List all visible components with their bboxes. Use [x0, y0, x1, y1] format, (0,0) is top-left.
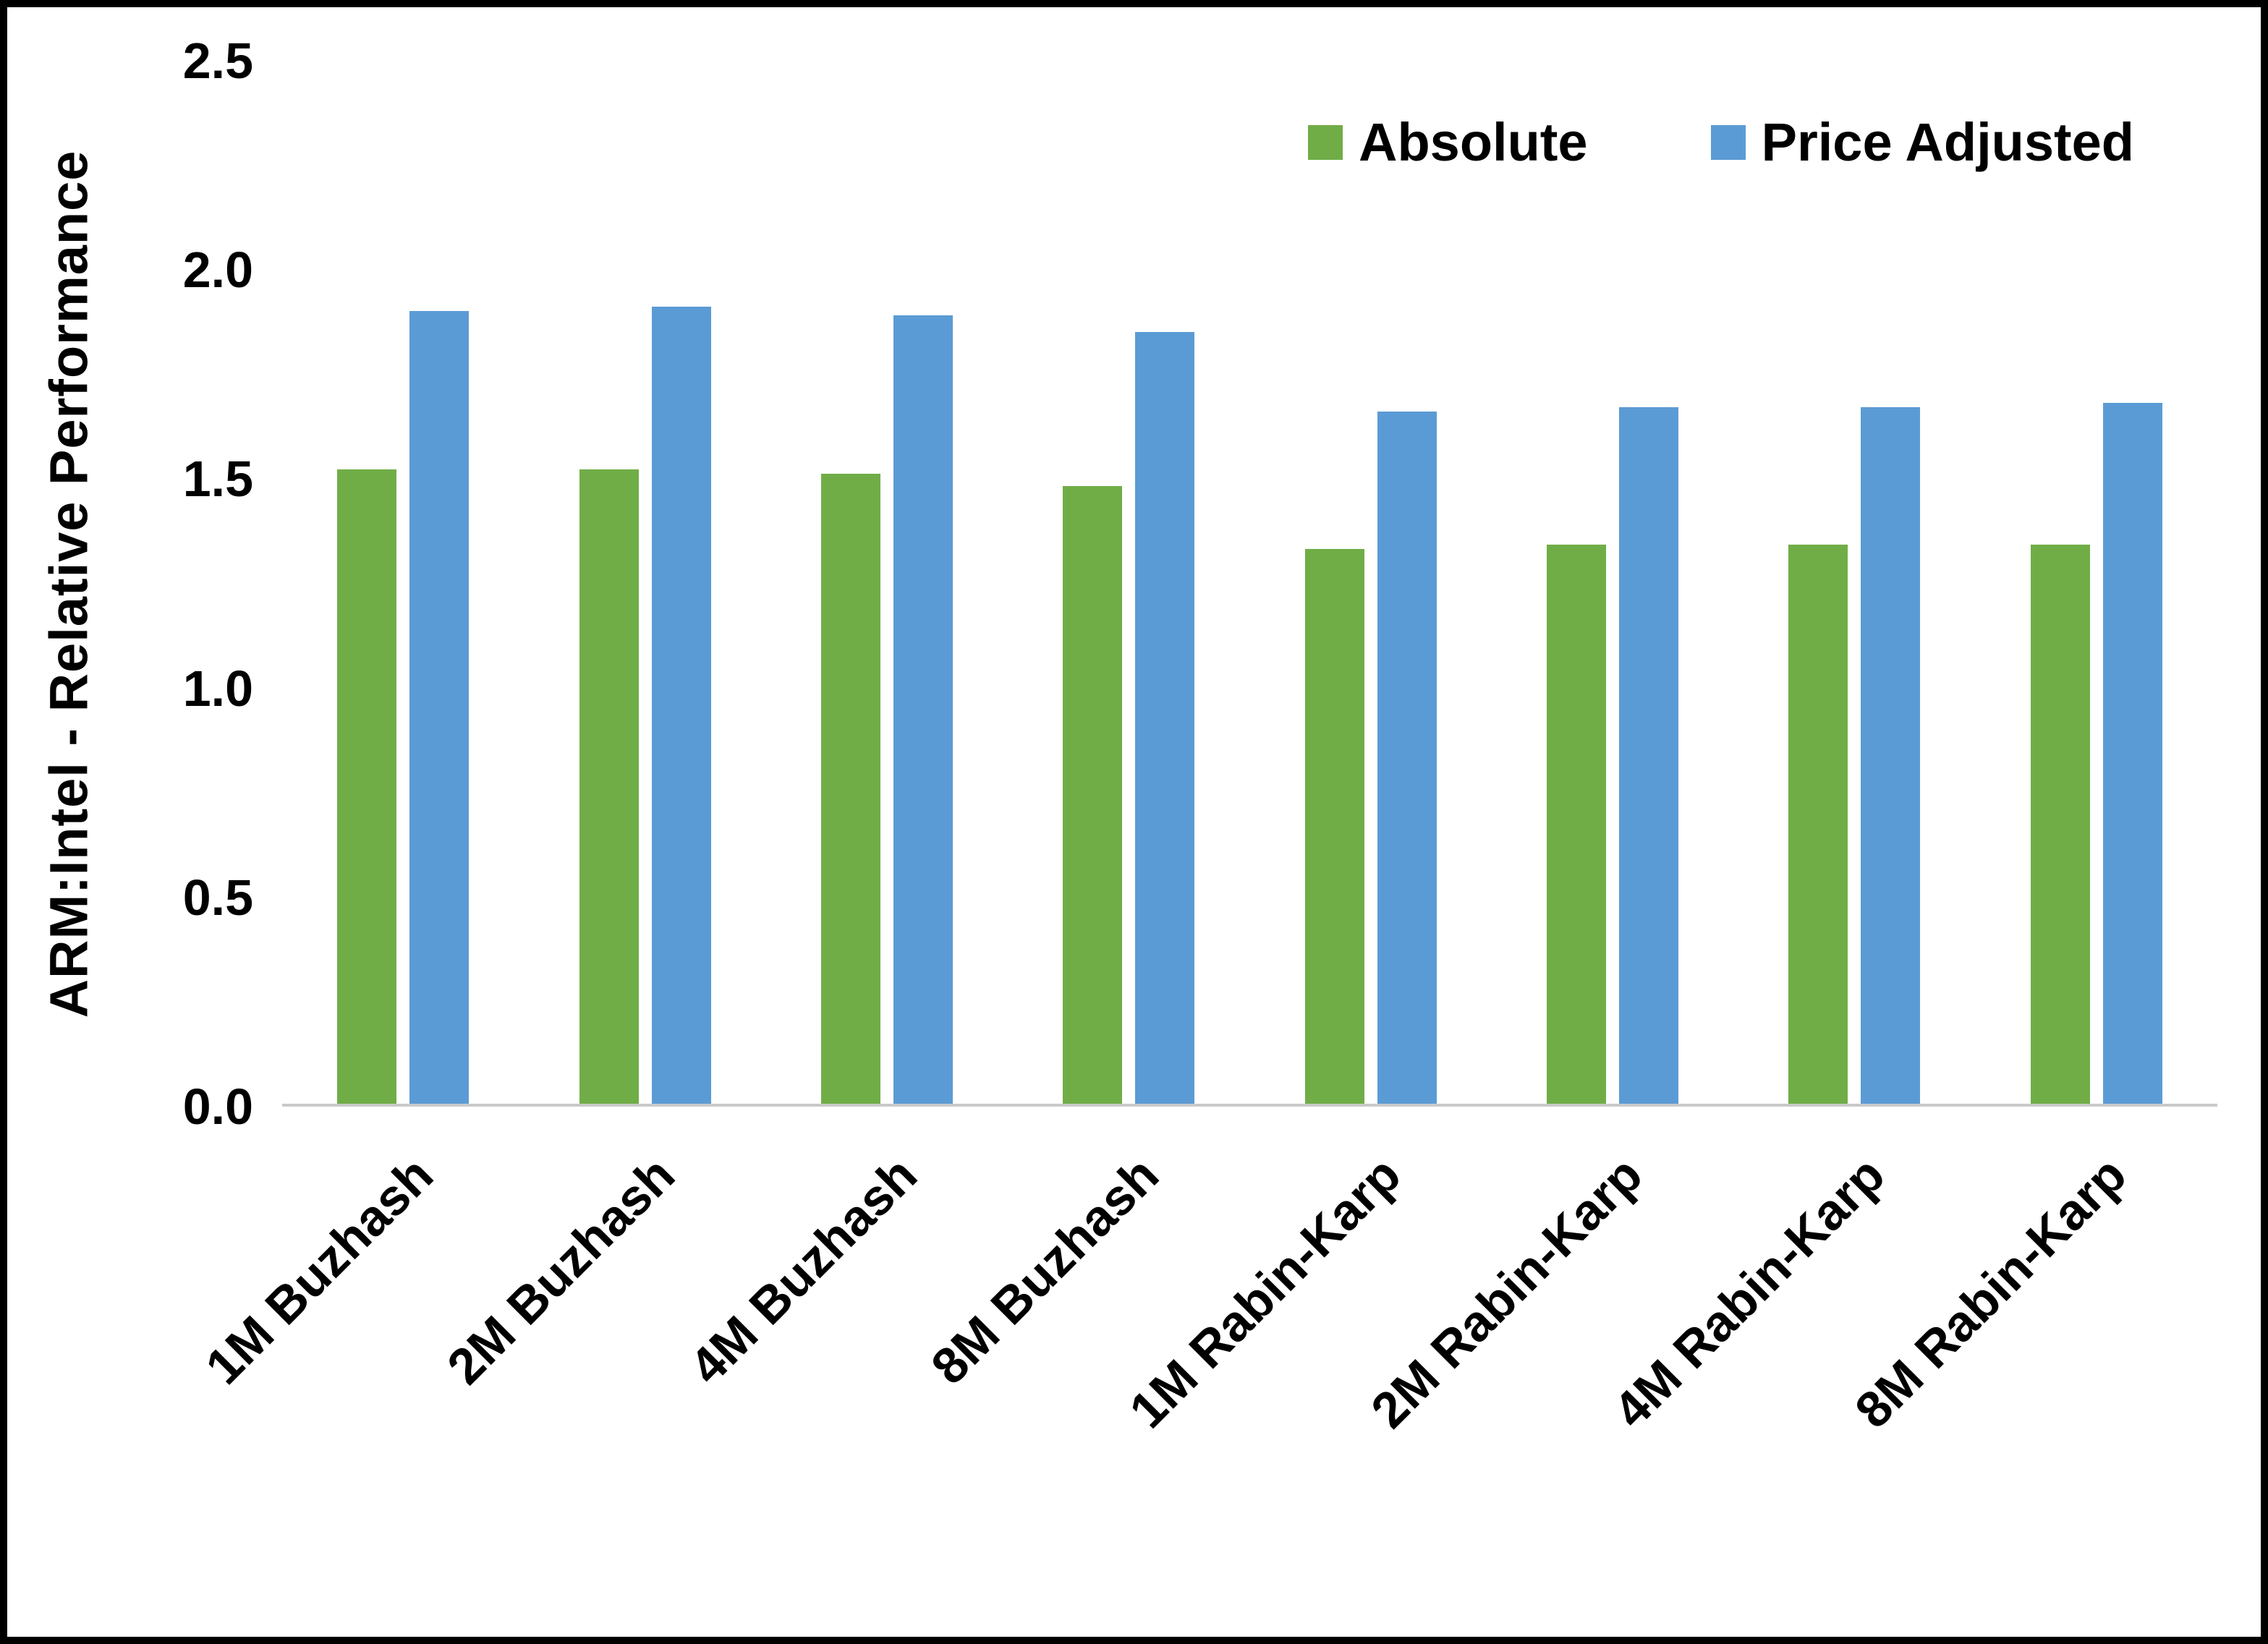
legend-label: Price Adjusted — [1761, 112, 2134, 172]
bar-price-adjusted — [409, 311, 470, 1104]
bar-group — [1063, 61, 1195, 1104]
bar-price-adjusted — [1377, 411, 1437, 1104]
legend-label: Absolute — [1359, 112, 1588, 172]
bar-groups — [282, 61, 2217, 1104]
bar-group — [1547, 61, 1679, 1104]
bar-group — [820, 61, 953, 1104]
bar-absolute — [337, 469, 397, 1104]
bar-group — [1304, 61, 1437, 1104]
bar-absolute — [1304, 548, 1364, 1104]
bar-group — [579, 61, 711, 1104]
bar-price-adjusted — [1861, 406, 1921, 1104]
legend-item: Price Adjusted — [1710, 112, 2134, 172]
x-axis-label: 1M Buzhash — [195, 1146, 444, 1395]
bar-absolute — [2030, 545, 2090, 1104]
bar-price-adjusted — [651, 307, 711, 1104]
y-tick-label: 0.0 — [182, 1078, 253, 1135]
y-axis-title: ARM:Intel - Relative Performance — [38, 150, 99, 1018]
y-axis-ticks: 0.0 0.5 1.0 1.5 2.0 2.5 — [109, 35, 253, 1132]
y-tick-label: 2.0 — [182, 242, 253, 299]
bar-price-adjusted — [1619, 406, 1679, 1104]
bar-group — [337, 61, 470, 1104]
y-axis-title-wrap: ARM:Intel - Relative Performance — [14, 61, 123, 1107]
legend-swatch-icon — [1710, 125, 1746, 160]
x-label-cell: 8M Rabin-Karp — [1844, 1127, 2217, 1546]
legend-swatch-icon — [1308, 125, 1343, 160]
bar-absolute — [579, 469, 639, 1104]
bar-price-adjusted — [2102, 402, 2162, 1104]
legend: Absolute Price Adjusted — [1308, 116, 2134, 169]
bar-group — [1788, 61, 1921, 1104]
bar-price-adjusted — [893, 315, 953, 1104]
y-tick-label: 2.5 — [182, 33, 253, 89]
bar-price-adjusted — [1135, 331, 1195, 1104]
legend-item: Absolute — [1308, 116, 1588, 169]
bar-absolute — [820, 474, 880, 1104]
y-tick-label: 1.5 — [182, 451, 253, 508]
bar-absolute — [1788, 545, 1848, 1104]
bar-absolute — [1063, 486, 1123, 1104]
x-axis-labels: 1M Buzhash 2M Buzhash 4M Buzhash 8M Buzhash… — [195, 1127, 2217, 1546]
bar-group — [2030, 61, 2162, 1104]
y-tick-label: 1.0 — [182, 660, 253, 717]
bar-absolute — [1547, 545, 1607, 1104]
y-tick-label: 0.5 — [182, 869, 253, 926]
plot-area — [282, 61, 2217, 1107]
